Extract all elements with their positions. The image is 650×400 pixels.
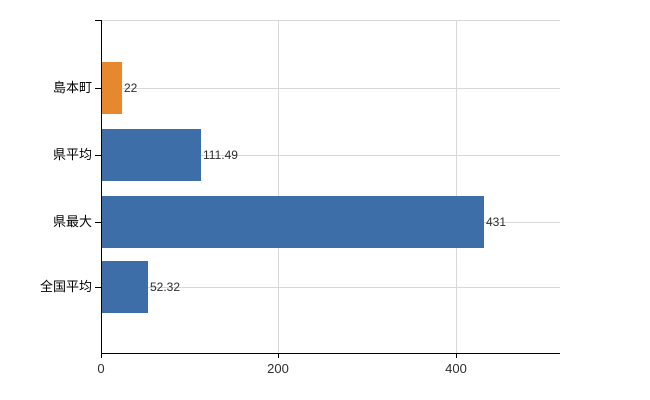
bar [102,62,122,114]
y-axis-tick [95,20,101,21]
category-label: 県平均 [52,147,92,162]
value-label: 52.32 [150,280,181,294]
bar [102,196,484,248]
gridline-vertical [456,20,457,353]
plot-area: 22 111.49 431 52.32 [101,20,560,353]
value-label: 22 [124,81,138,95]
gridline-horizontal [101,287,560,288]
category-label: 全国平均 [39,279,92,294]
gridline-horizontal [101,88,560,89]
y-axis-tick [95,155,101,156]
value-label: 111.49 [203,148,238,162]
value-label: 431 [486,215,507,229]
x-tick-label: 400 [445,361,467,376]
axis-y [101,20,102,354]
gridline-horizontal [101,155,560,156]
bar [102,261,148,313]
y-axis-tick [95,222,101,223]
x-axis-tick [278,353,279,358]
category-label: 島本町 [52,80,92,95]
gridline-vertical [278,20,279,353]
x-axis-tick [456,353,457,358]
bar [102,129,201,181]
gridline-top [101,20,560,21]
x-axis-tick [101,353,102,358]
axis-x [101,353,560,354]
x-tick-label: 200 [267,361,289,376]
x-tick-label: 0 [97,361,105,376]
y-axis-tick [95,287,101,288]
category-label: 県最大 [52,214,92,229]
y-axis-tick [95,88,101,89]
